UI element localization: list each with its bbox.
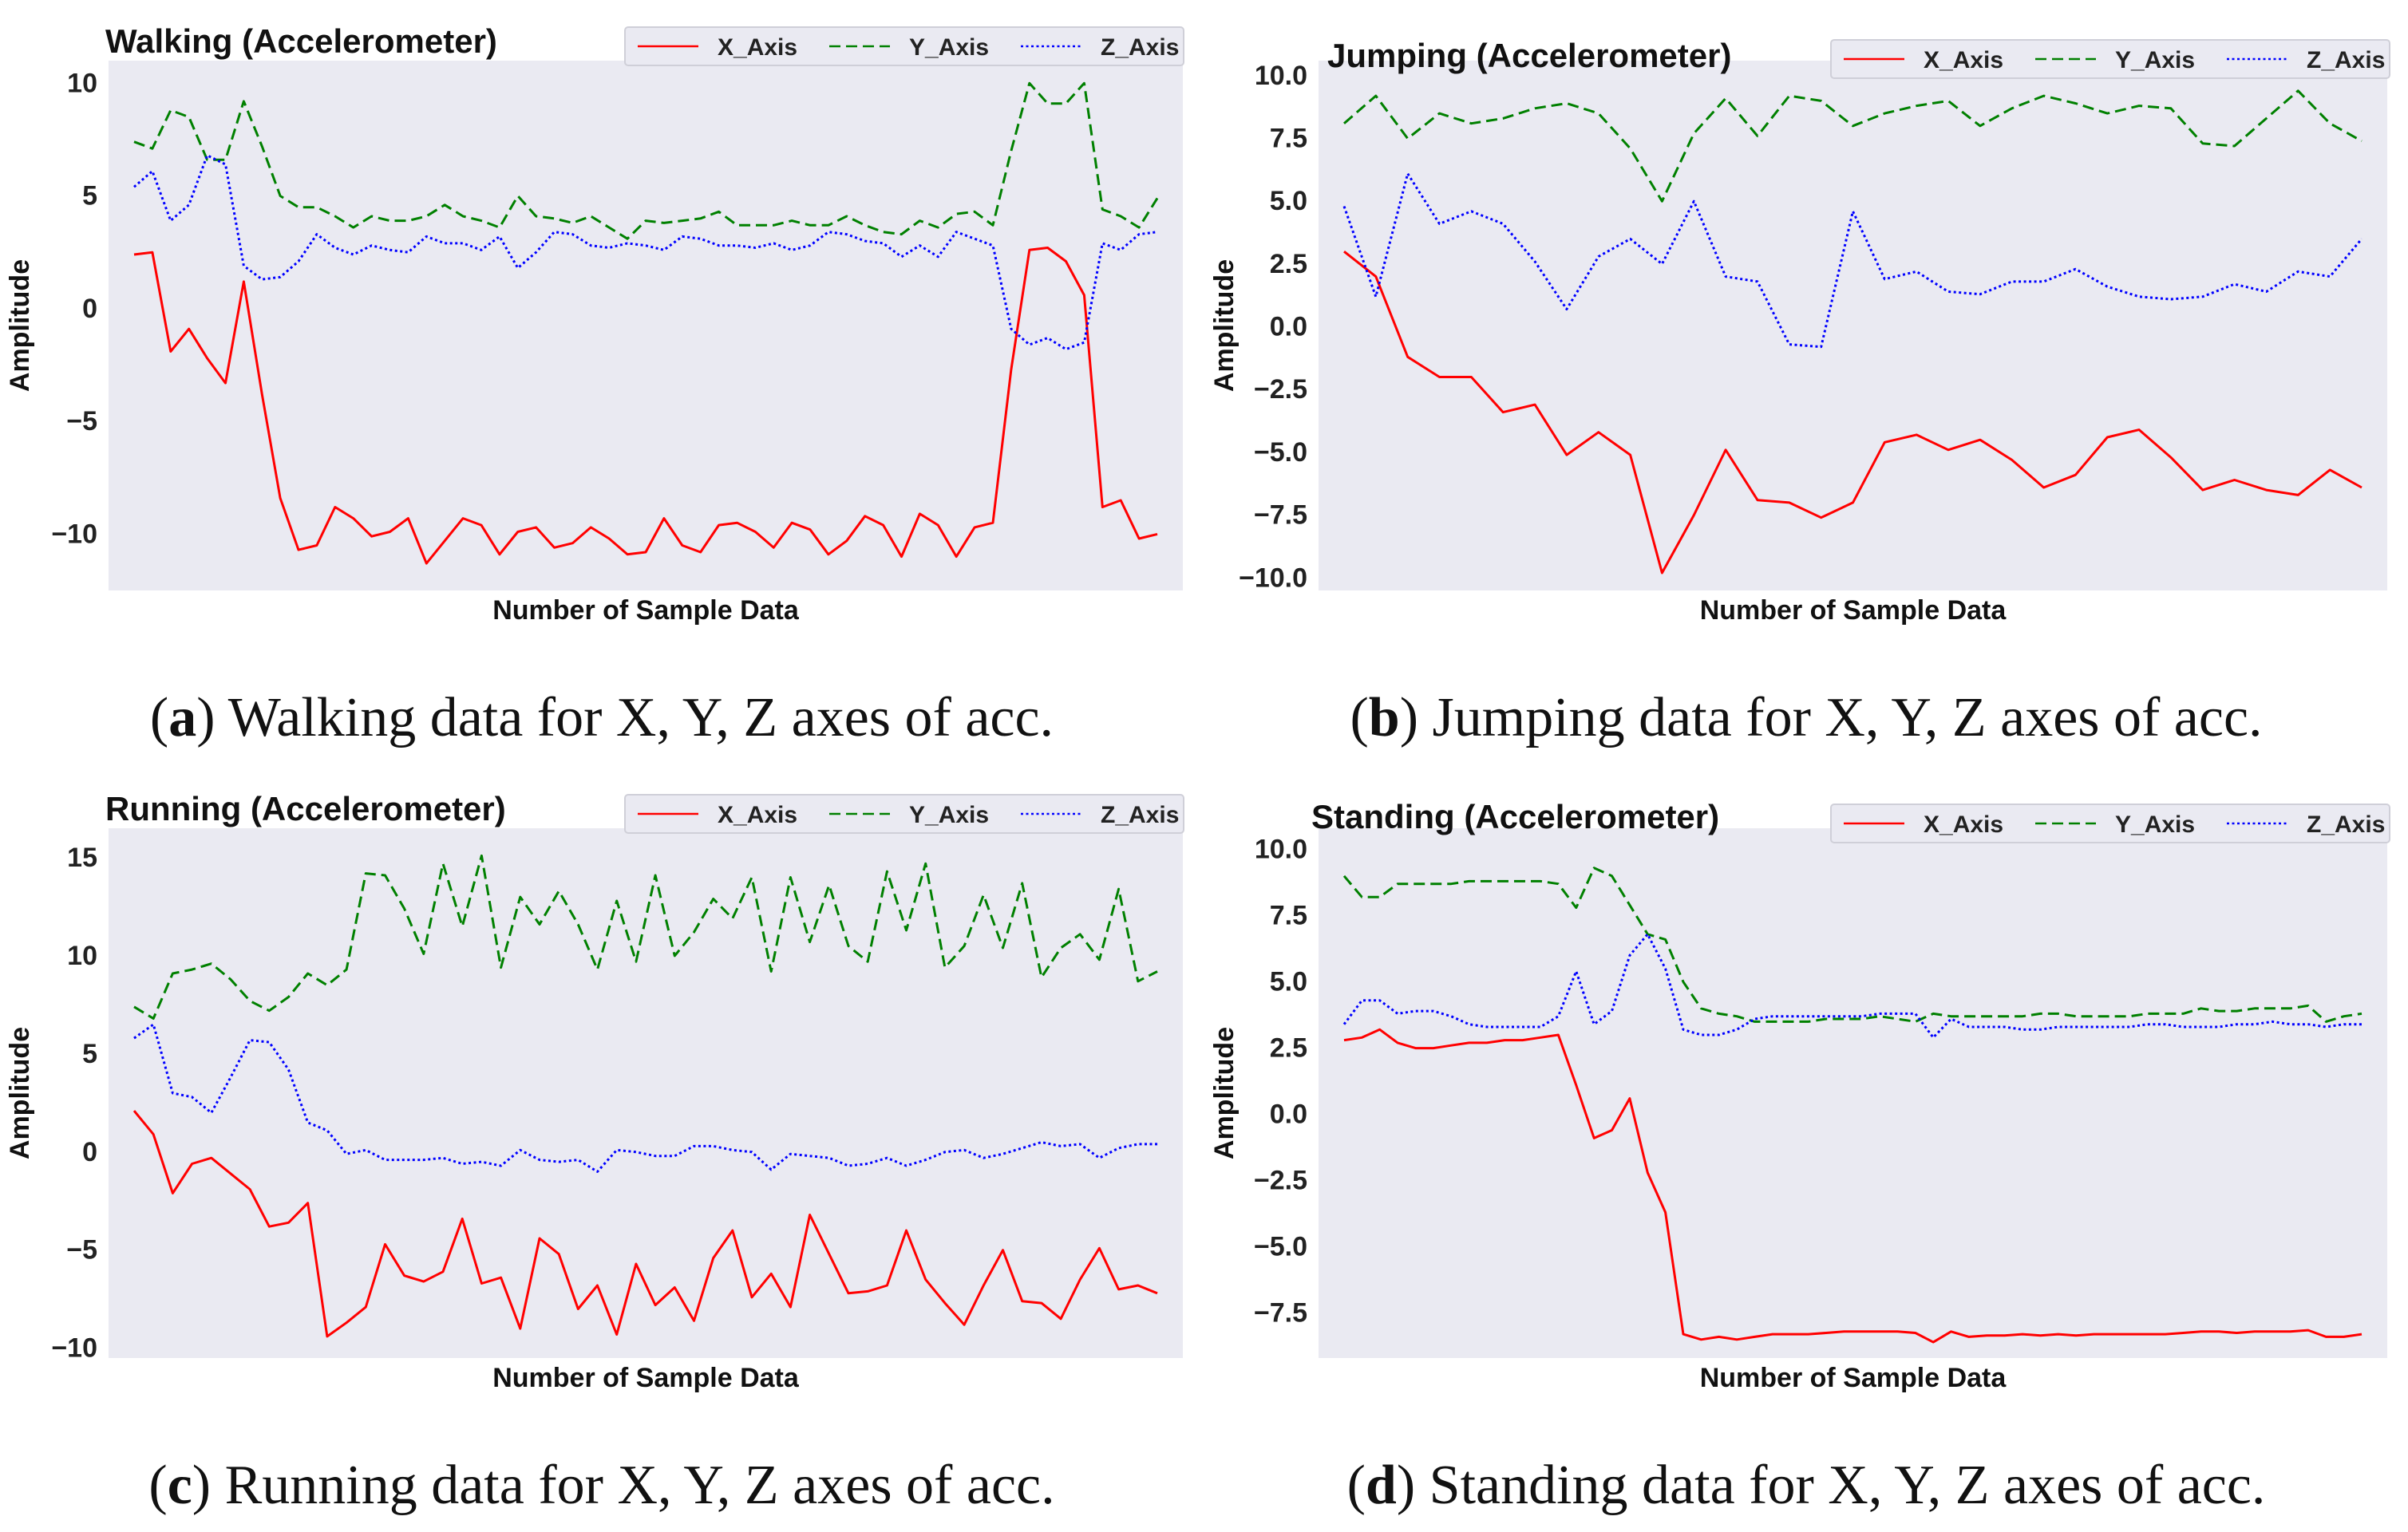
caption-text: Jumping data for X, Y, Z axes of acc. bbox=[1432, 687, 2263, 748]
legend-label: Y_Axis bbox=[2115, 47, 2195, 73]
y-tick-label: 5.0 bbox=[1270, 967, 1307, 997]
legend-label: Y_Axis bbox=[909, 34, 989, 61]
chart-title: Standing (Accelerometer) bbox=[1311, 798, 1719, 835]
y-tick-label: 2.5 bbox=[1270, 1033, 1307, 1064]
y-axis-label: Amplitude bbox=[5, 1027, 35, 1159]
caption-text: Walking data for X, Y, Z axes of acc. bbox=[227, 687, 1054, 748]
y-tick-label: −5 bbox=[66, 406, 97, 436]
y-tick-label: 7.5 bbox=[1270, 901, 1307, 931]
caption-standing: (d) Standing data for X, Y, Z axes of ac… bbox=[1346, 1455, 2266, 1516]
legend-label: Z_Axis bbox=[2307, 811, 2385, 838]
plot-area bbox=[109, 828, 1183, 1358]
jumping-chart: −10.0 −7.5 −5.0 −2.5 0.0 2.5 5.0 7.5 10.0 Jumping… bbox=[1209, 37, 2390, 626]
y-tick-label: −2.5 bbox=[1254, 1166, 1307, 1196]
y-tick-label: 5 bbox=[82, 1039, 97, 1069]
legend-box bbox=[624, 794, 1184, 834]
series-line-x-axis bbox=[1343, 1028, 2363, 1344]
y-tick-label: 10 bbox=[67, 68, 97, 98]
caption-letter: b bbox=[1368, 687, 1400, 748]
caption-running: (c) Running data for X, Y, Z axes of acc… bbox=[148, 1455, 1055, 1516]
series-line-z-axis bbox=[1342, 933, 2362, 1039]
caption-text: Running data for X, Y, Z axes of acc. bbox=[224, 1455, 1055, 1516]
legend-box bbox=[1830, 804, 2390, 843]
y-tick-label: 0.0 bbox=[1270, 312, 1307, 342]
legend-label: Z_Axis bbox=[1101, 802, 1179, 828]
panel-standing: −7.5 −5.0 −2.5 0.0 2.5 5.0 7.5 10.0 Standing (Ac… bbox=[1204, 768, 2408, 1532]
panel-jumping: −10.0 −7.5 −5.0 −2.5 0.0 2.5 5.0 7.5 10.0 Jumping… bbox=[1204, 0, 2408, 764]
y-tick-label: 0 bbox=[82, 1137, 97, 1167]
chart-title: Walking (Accelerometer) bbox=[105, 22, 497, 60]
legend-label: X_Axis bbox=[1924, 47, 2003, 73]
caption-letter: d bbox=[1365, 1455, 1397, 1516]
y-tick-label: −7.5 bbox=[1254, 1298, 1307, 1329]
series-line-z-axis bbox=[133, 154, 1158, 351]
series-line-x-axis bbox=[1343, 251, 2363, 574]
y-tick-label: 0 bbox=[82, 294, 97, 324]
legend-label: X_Axis bbox=[718, 802, 797, 828]
y-tick-label: −10 bbox=[51, 1333, 97, 1364]
panel-running: −10 −5 0 5 10 15 Running (Accelerometer) Number… bbox=[0, 768, 1204, 1532]
x-axis-label: Number of Sample Data bbox=[1700, 595, 2007, 626]
y-axis-label: Amplitude bbox=[1209, 1027, 1240, 1159]
y-tick-label: −2.5 bbox=[1254, 374, 1307, 405]
caption-text: Standing data for X, Y, Z axes of acc. bbox=[1429, 1455, 2266, 1516]
chart-title: Running (Accelerometer) bbox=[105, 790, 506, 827]
y-tick-label: 10 bbox=[67, 941, 97, 971]
walking-chart: −10 −5 0 5 10 Walking (Accelerometer) Number o… bbox=[5, 22, 1184, 626]
legend-label: X_Axis bbox=[718, 34, 797, 61]
y-tick-label: 5 bbox=[82, 181, 97, 211]
series-line-z-axis bbox=[1342, 172, 2363, 349]
legend: X_Axis Y_Axis Z_Axis bbox=[1830, 804, 2390, 843]
x-axis-label: Number of Sample Data bbox=[492, 1363, 800, 1393]
y-tick-label: 10.0 bbox=[1255, 61, 1307, 91]
y-tick-label: 5.0 bbox=[1270, 186, 1307, 216]
caption-walking: (a) Walking data for X, Y, Z axes of acc… bbox=[149, 687, 1054, 748]
series-line-y-axis bbox=[133, 854, 1158, 1020]
y-tick-label: −5.0 bbox=[1254, 1232, 1307, 1262]
panel-walking: −10 −5 0 5 10 Walking (Accelerometer) Number o… bbox=[0, 0, 1204, 764]
legend-box bbox=[1830, 39, 2390, 79]
caption-letter: a bbox=[168, 687, 197, 748]
y-axis-label: Amplitude bbox=[5, 259, 35, 392]
legend: X_Axis Y_Axis Z_Axis bbox=[624, 794, 1184, 834]
legend-label: Z_Axis bbox=[2307, 47, 2385, 73]
plot-area bbox=[109, 61, 1183, 590]
y-tick-label: 10.0 bbox=[1255, 835, 1307, 865]
chart-title: Jumping (Accelerometer) bbox=[1327, 37, 1731, 74]
plot-area bbox=[1319, 828, 2387, 1358]
running-chart: −10 −5 0 5 10 15 Running (Accelerometer) Number… bbox=[5, 790, 1184, 1393]
legend: X_Axis Y_Axis Z_Axis bbox=[1830, 39, 2390, 79]
legend-label: Y_Axis bbox=[2115, 811, 2195, 838]
series-line-z-axis bbox=[133, 1023, 1157, 1173]
caption-jumping: (b) Jumping data for X, Y, Z axes of acc… bbox=[1350, 687, 2263, 748]
y-tick-label: −5 bbox=[66, 1235, 97, 1265]
plot-area bbox=[1319, 61, 2387, 590]
series-line-y-axis bbox=[1343, 89, 2363, 203]
legend-label: Y_Axis bbox=[909, 802, 989, 828]
series-line-x-axis bbox=[133, 247, 1158, 565]
x-axis-label: Number of Sample Data bbox=[492, 595, 800, 626]
legend-label: X_Axis bbox=[1924, 811, 2003, 838]
x-axis-label: Number of Sample Data bbox=[1700, 1363, 2007, 1393]
series-line-y-axis bbox=[1342, 867, 2363, 1023]
y-axis-label: Amplitude bbox=[1209, 259, 1240, 392]
y-tick-label: 2.5 bbox=[1270, 249, 1307, 279]
series-line-x-axis bbox=[132, 1110, 1158, 1338]
y-tick-label: −5.0 bbox=[1254, 437, 1307, 468]
y-tick-label: −7.5 bbox=[1254, 500, 1307, 531]
legend: X_Axis Y_Axis Z_Axis bbox=[624, 26, 1184, 66]
y-tick-label: −10 bbox=[51, 519, 97, 549]
legend-box bbox=[624, 26, 1184, 66]
series-line-y-axis bbox=[133, 81, 1159, 240]
y-tick-label: 7.5 bbox=[1270, 124, 1307, 154]
y-tick-label: −10.0 bbox=[1239, 563, 1307, 593]
legend-label: Z_Axis bbox=[1101, 34, 1179, 61]
y-tick-label: 15 bbox=[67, 843, 97, 873]
y-tick-label: 0.0 bbox=[1270, 1100, 1307, 1130]
caption-letter: c bbox=[167, 1455, 192, 1516]
